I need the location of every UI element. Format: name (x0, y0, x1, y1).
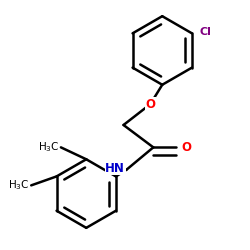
Text: HN: HN (105, 162, 125, 175)
Text: H$_3$C: H$_3$C (8, 178, 30, 192)
Text: H$_3$C: H$_3$C (38, 140, 60, 154)
Text: Cl: Cl (200, 27, 211, 37)
Text: O: O (181, 141, 191, 154)
Text: O: O (145, 98, 155, 111)
